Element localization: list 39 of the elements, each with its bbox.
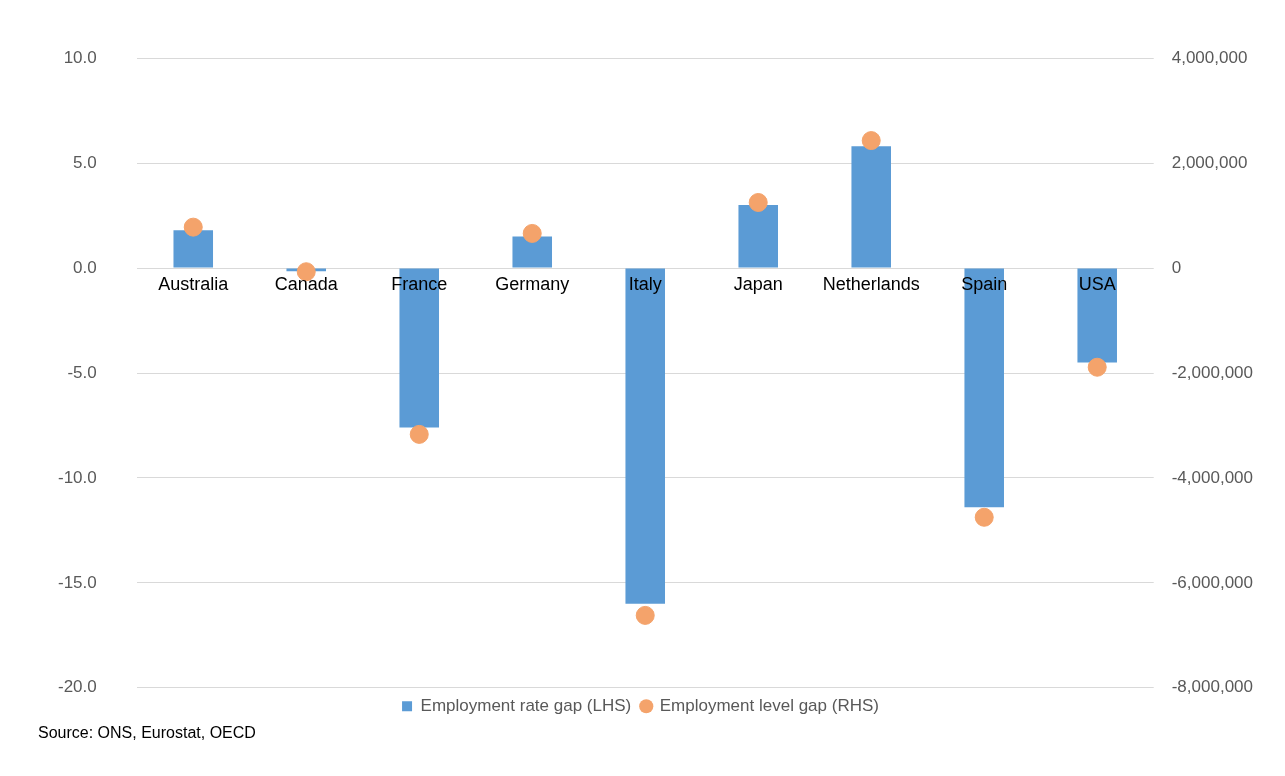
bar xyxy=(851,146,891,268)
y-tick-label: -5.0 xyxy=(67,362,97,382)
x-tick-label: Germany xyxy=(495,273,570,294)
y-tick-label: -20.0 xyxy=(58,677,97,697)
bar xyxy=(1077,268,1117,363)
y-tick-label: -15.0 xyxy=(58,572,97,592)
bar xyxy=(964,268,1004,508)
source-note: Source: ONS, Eurostat, OECD xyxy=(38,724,257,742)
legend-label: Employment level gap (RHS) xyxy=(659,695,879,715)
x-tick-label: Italy xyxy=(628,273,662,294)
y2-tick-label: -6,000,000 xyxy=(1171,572,1254,592)
bar xyxy=(512,236,553,268)
bar xyxy=(738,205,778,268)
point xyxy=(635,605,655,625)
x-tick-label: Canada xyxy=(274,273,339,294)
y2-tick-label: 2,000,000 xyxy=(1171,152,1248,172)
point xyxy=(409,424,429,444)
y2-tick-label: -8,000,000 xyxy=(1171,677,1254,697)
bar xyxy=(173,230,214,268)
y-tick-label: 5.0 xyxy=(73,152,97,172)
x-tick-label: Japan xyxy=(733,273,783,294)
y2-tick-label: -4,000,000 xyxy=(1171,467,1254,487)
y2-tick-label: 0 xyxy=(1171,257,1182,277)
y2-tick-label: 4,000,000 xyxy=(1171,47,1248,67)
point xyxy=(861,131,881,151)
point xyxy=(183,217,203,237)
y-tick-label: 10.0 xyxy=(63,47,97,67)
y-tick-label: -10.0 xyxy=(58,467,97,487)
y-tick-label: 0.0 xyxy=(73,257,97,277)
point xyxy=(748,192,768,212)
point xyxy=(974,507,994,527)
x-tick-label: Australia xyxy=(158,273,230,294)
x-tick-label: USA xyxy=(1078,273,1116,294)
bar xyxy=(625,268,665,604)
point xyxy=(522,223,542,243)
legend-label: Employment rate gap (LHS) xyxy=(420,695,632,715)
x-tick-label: Netherlands xyxy=(822,273,920,294)
y2-tick-label: -2,000,000 xyxy=(1171,362,1254,382)
point xyxy=(1087,357,1107,377)
